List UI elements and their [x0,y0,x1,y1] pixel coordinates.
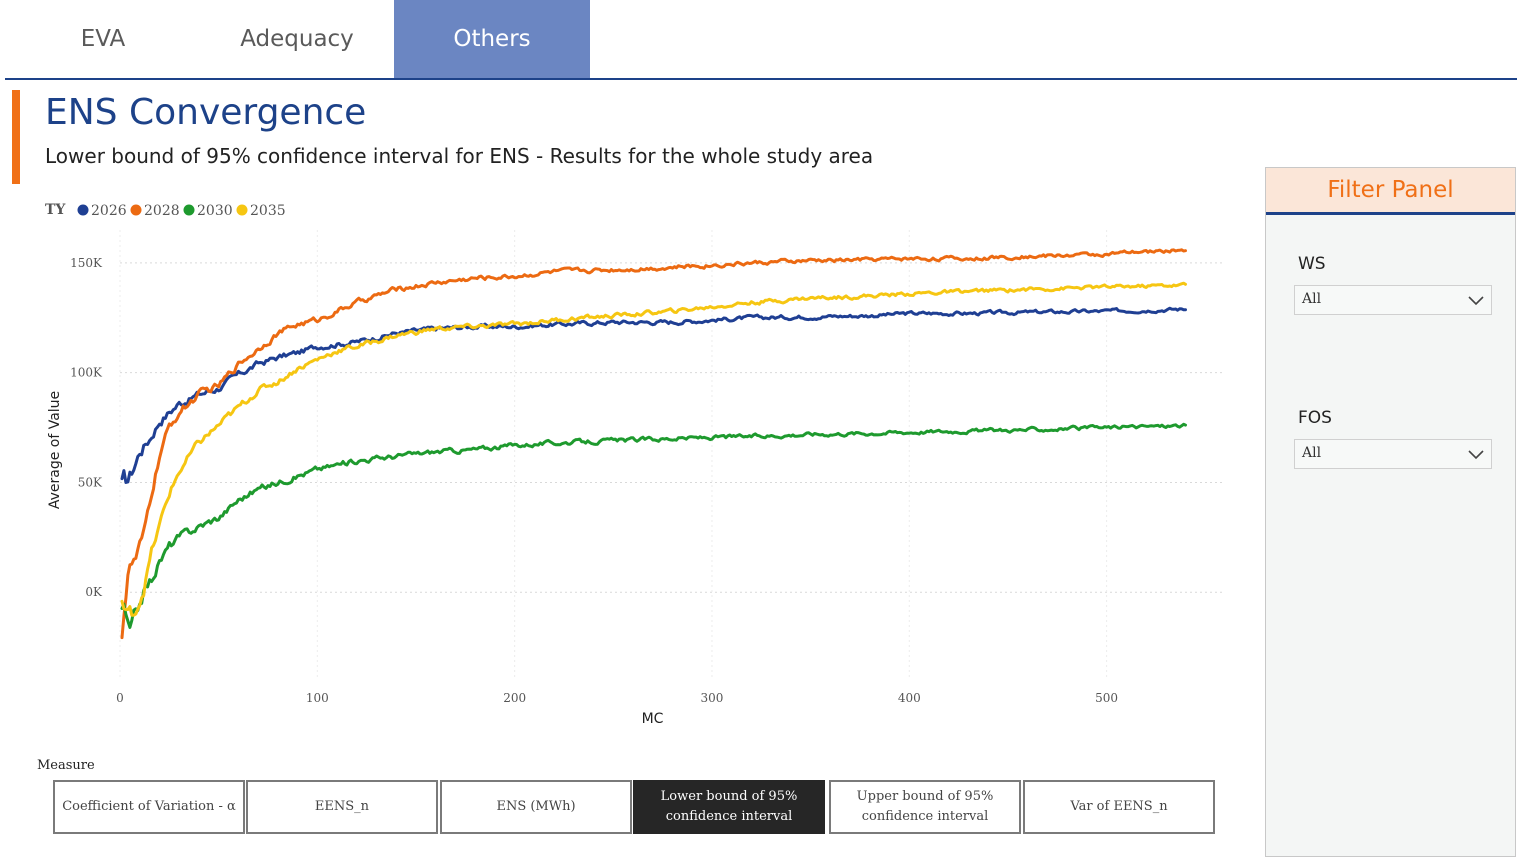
ws-filter-label: WS [1298,254,1326,274]
x-tick-label: 300 [701,691,724,705]
legend-label-2028: 2028 [144,203,180,219]
y-tick-label: 50K [78,475,103,489]
line-chart: 0K 50K 100K 150K 0 100 200 300 400 500 MC Average o… [45,202,1225,727]
y-tick-label: 100K [70,366,103,380]
series-line-2035 [120,281,1187,617]
measure-button-upper-bound[interactable]: Upper bound of 95% confidence interval [829,780,1021,834]
measure-button-label: Upper bound of 95% confidence interval [856,789,994,824]
y-tick-label: 150K [70,256,103,270]
legend-marker-2035 [236,204,248,216]
x-tick-label: 0 [116,691,124,705]
tab-eva[interactable]: EVA [5,0,201,78]
fos-dropdown[interactable]: All [1294,439,1492,469]
series-line-2026 [120,306,1187,484]
measure-button-var-of-eens-n[interactable]: Var of EENS_n [1023,780,1215,834]
legend-label-2035: 2035 [250,203,286,219]
measure-button-lower-bound[interactable]: Lower bound of 95% confidence interval [633,780,825,834]
y-tick-label: 0K [85,585,103,599]
measure-label: Measure [37,758,95,773]
fos-filter-label: FOS [1298,408,1332,428]
chevron-down-icon [1468,450,1484,460]
title-accent-bar [12,90,20,184]
tab-bar: EVA Adequacy Others [0,0,1536,80]
tab-underline [5,78,1517,80]
measure-button-label: Var of EENS_n [1070,799,1168,814]
measure-button-label: Coefficient of Variation - α [62,799,236,814]
measure-button-ens-mwh[interactable]: ENS (MWh) [440,780,632,834]
legend-label-2030: 2030 [197,203,233,219]
tab-label: Others [453,26,531,52]
tab-others[interactable]: Others [394,0,590,78]
measure-button-coefficient-of-variation[interactable]: Coefficient of Variation - α [53,780,245,834]
legend-title: TY [45,202,66,218]
legend-marker-2026 [77,204,89,216]
y-axis-title: Average of Value [47,391,63,509]
measure-button-label: EENS_n [314,799,370,814]
series-line-2028 [120,248,1187,640]
legend-marker-2028 [130,204,142,216]
filter-panel-title: Filter Panel [1266,168,1515,215]
filter-panel: Filter Panel WS All FOS All [1265,167,1516,857]
page-title: ENS Convergence [45,92,367,133]
measure-button-eens-n[interactable]: EENS_n [246,780,438,834]
ws-dropdown[interactable]: All [1294,285,1492,315]
x-tick-label: 400 [898,691,921,705]
ws-dropdown-value: All [1302,291,1322,307]
x-axis-title: MC [642,711,664,727]
legend-marker-2030 [183,204,195,216]
x-tick-label: 200 [503,691,526,705]
legend-label-2026: 2026 [91,203,127,219]
tab-label: EVA [80,26,126,52]
x-tick-label: 100 [306,691,329,705]
x-tick-label: 500 [1095,691,1118,705]
tab-adequacy[interactable]: Adequacy [199,0,395,78]
fos-dropdown-value: All [1302,445,1322,461]
measure-button-label: ENS (MWh) [496,799,576,814]
chevron-down-icon [1468,296,1484,306]
tab-label: Adequacy [240,26,354,52]
measure-button-label: Lower bound of 95% confidence interval [660,789,798,824]
page-subtitle: Lower bound of 95% confidence interval f… [45,144,874,168]
series-line-2030 [120,422,1187,629]
